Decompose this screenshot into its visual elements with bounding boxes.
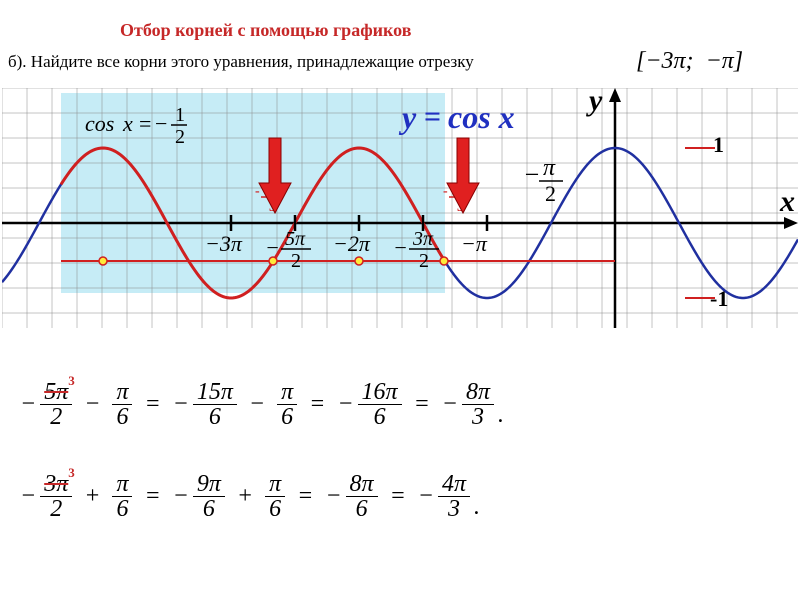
cosine-graph: xy1-1−π2−3π−5π2−2π−3π2−π-8π3-4π3cosx=−12…	[2, 88, 798, 328]
svg-text:3π: 3π	[412, 228, 434, 250]
svg-text:−: −	[523, 160, 541, 189]
svg-text:−: −	[155, 111, 167, 136]
svg-text:-: -	[255, 184, 260, 199]
svg-text:−3π: −3π	[205, 231, 243, 256]
subtitle: б). Найдите все корни этого уравнения, п…	[8, 52, 474, 72]
svg-text:π: π	[543, 155, 556, 181]
svg-text:−: −	[265, 235, 280, 260]
interval-text: [−3π; −π]	[636, 48, 743, 75]
svg-text:x: x	[122, 111, 133, 136]
svg-text:x: x	[779, 185, 795, 218]
svg-text:=: =	[424, 100, 441, 133]
svg-text:=: =	[139, 111, 151, 136]
svg-text:2: 2	[419, 250, 429, 272]
svg-text:2: 2	[291, 250, 301, 272]
svg-text:−π: −π	[461, 231, 488, 256]
svg-text:1: 1	[713, 132, 724, 157]
equation-line-1: −5π23−π6=−15π6−π6=−16π6=−8π3.	[18, 380, 504, 429]
svg-text:−: −	[393, 235, 408, 260]
svg-text:2: 2	[545, 181, 556, 206]
svg-text:2: 2	[175, 126, 185, 148]
svg-text:y: y	[586, 88, 603, 117]
svg-text:−2π: −2π	[333, 231, 371, 256]
svg-text:5π: 5π	[285, 228, 306, 250]
page-title: Отбор корней с помощью графиков	[120, 20, 411, 41]
equation-line-2: −3π23+π6=−9π6+π6=−8π6=−4π3.	[18, 472, 480, 521]
svg-text:1: 1	[175, 104, 185, 126]
svg-text:cos: cos	[85, 111, 114, 136]
svg-text:-: -	[443, 184, 448, 199]
svg-text:cos x: cos x	[448, 99, 515, 135]
